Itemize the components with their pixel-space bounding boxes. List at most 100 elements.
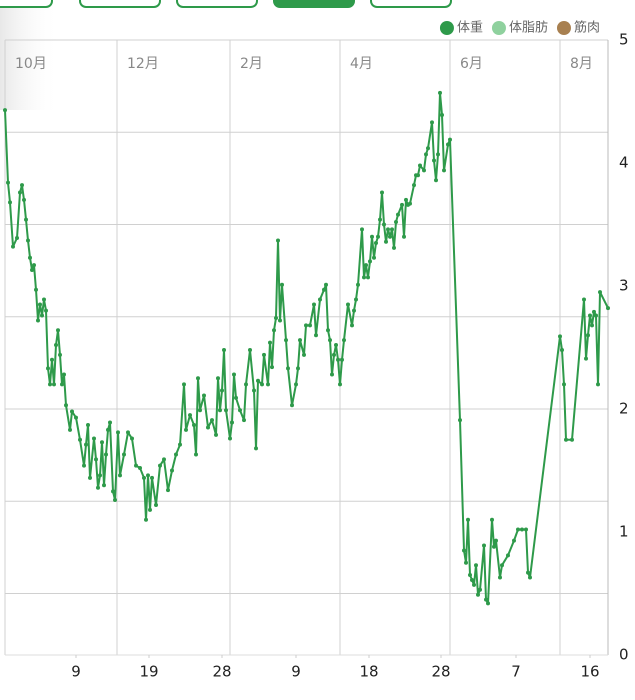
data-point — [64, 403, 68, 408]
data-point — [3, 108, 7, 113]
data-point — [68, 427, 72, 432]
month-label: 2月 — [240, 56, 263, 72]
data-point — [270, 365, 274, 370]
tab-button-active[interactable] — [273, 0, 355, 8]
data-point — [234, 395, 238, 400]
data-point — [322, 287, 326, 292]
data-point — [424, 152, 428, 157]
data-point — [404, 197, 408, 202]
y-tick-label: 4 — [619, 154, 629, 172]
data-point — [294, 382, 298, 387]
data-point — [158, 463, 162, 468]
data-point — [268, 340, 272, 345]
data-point — [84, 442, 88, 447]
data-point — [500, 563, 504, 568]
data-point — [58, 352, 62, 357]
data-point — [324, 282, 328, 287]
legend-swatch — [439, 21, 454, 35]
data-point — [584, 356, 588, 361]
data-point — [104, 452, 108, 457]
data-point — [70, 409, 74, 414]
data-point — [476, 592, 480, 597]
data-point — [482, 543, 486, 548]
tab-button[interactable] — [79, 0, 161, 8]
x-tick-label: 9 — [291, 663, 301, 681]
data-point — [314, 333, 318, 338]
data-point — [408, 201, 412, 206]
data-point — [446, 142, 450, 147]
x-tick-label: 16 — [580, 663, 599, 681]
data-point — [402, 234, 406, 239]
data-point — [464, 560, 468, 565]
data-point — [430, 120, 434, 125]
data-point — [113, 498, 117, 503]
data-point — [286, 366, 290, 371]
data-point — [302, 352, 306, 357]
data-point — [520, 527, 524, 532]
data-point — [30, 268, 34, 273]
data-point — [102, 483, 106, 488]
data-point — [248, 347, 252, 352]
data-point — [38, 302, 42, 307]
data-point — [606, 306, 610, 311]
y-tick-label: 0 — [619, 646, 629, 664]
tab-button[interactable] — [370, 0, 452, 8]
data-point — [312, 302, 316, 307]
data-point — [426, 146, 430, 151]
data-point — [40, 313, 44, 318]
data-point — [356, 282, 360, 287]
data-point — [42, 297, 46, 302]
y-tick-label: 3 — [619, 277, 629, 295]
month-label: 6月 — [460, 56, 483, 72]
data-point — [562, 382, 566, 387]
data-point — [396, 212, 400, 217]
data-point — [242, 418, 246, 423]
data-point — [352, 308, 356, 313]
data-point — [560, 347, 564, 352]
legend-swatch — [556, 21, 571, 35]
data-point — [74, 415, 78, 420]
data-point — [388, 234, 392, 239]
data-point — [96, 485, 100, 490]
data-point — [582, 297, 586, 302]
data-point — [382, 222, 386, 227]
data-point — [274, 315, 278, 320]
tab-button[interactable] — [176, 0, 258, 8]
data-point — [266, 382, 270, 387]
data-point — [170, 468, 174, 473]
data-point — [392, 245, 396, 250]
data-point — [366, 275, 370, 280]
data-point — [498, 575, 502, 580]
data-point — [336, 357, 340, 362]
data-point — [218, 408, 222, 413]
x-tick-label: 19 — [139, 663, 158, 681]
data-point — [216, 376, 220, 381]
data-point — [166, 488, 170, 493]
data-point — [380, 190, 384, 195]
legend-label: 体重 — [457, 20, 483, 36]
data-point — [24, 217, 28, 222]
data-point — [448, 137, 452, 142]
data-point — [210, 418, 214, 423]
x-tick-label: 18 — [359, 663, 378, 681]
data-point — [142, 475, 146, 480]
data-point — [52, 382, 56, 387]
data-point — [106, 427, 110, 432]
data-point — [44, 308, 48, 313]
data-point — [230, 420, 234, 425]
data-point — [438, 90, 442, 95]
data-point — [280, 282, 284, 287]
data-point — [400, 202, 404, 207]
data-point — [238, 408, 242, 413]
grid: 10月 12月 2月 4月 6月 8月 5 4 3 2 1 0 9 19 28 9 18 28 7 16 — [4, 31, 629, 681]
data-point — [516, 527, 520, 532]
data-point — [416, 173, 420, 178]
data-point — [126, 430, 130, 435]
x-tick-label: 28 — [212, 663, 231, 681]
data-point — [100, 440, 104, 445]
data-point — [528, 575, 532, 580]
data-point — [390, 227, 394, 232]
data-point — [146, 473, 150, 478]
tab-button[interactable] — [0, 0, 53, 8]
data-point — [272, 328, 276, 333]
